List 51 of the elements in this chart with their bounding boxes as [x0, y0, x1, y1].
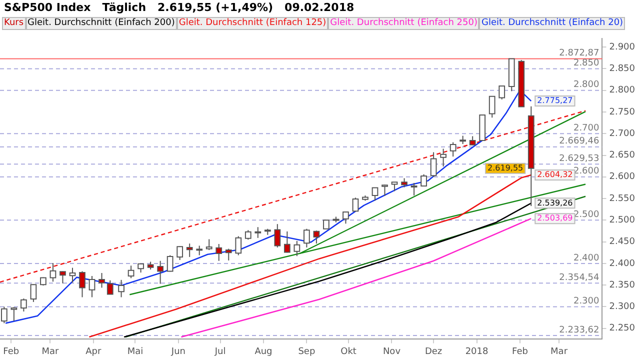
- y-tick-label: 2.700: [609, 128, 636, 139]
- ref-line-label: 2.500: [573, 210, 600, 220]
- y-tick-label: 2.900: [609, 42, 636, 52]
- ref-line-label: 2.700: [573, 123, 600, 134]
- x-tick-label: Aug: [254, 346, 272, 357]
- x-tick-label: Sep: [298, 346, 316, 357]
- x-tick-label: Feb: [3, 346, 20, 357]
- x-tick-label: Dez: [424, 346, 442, 357]
- x-tick-label: Mai: [127, 346, 144, 357]
- y-tick-label: 2.350: [609, 280, 636, 290]
- y-tick-label: 2.250: [609, 324, 636, 334]
- text: Gleit. Durchschnitt (Einfach 20): [479, 17, 626, 30]
- y-tick-label: 2.300: [609, 302, 636, 312]
- x-tick-label: Nov: [382, 346, 402, 357]
- ref-line-label: 2.233,62: [559, 325, 600, 336]
- x-tick-label: Mar: [550, 346, 568, 357]
- y-tick-label: 2.800: [609, 86, 636, 96]
- y-tick-label: 2.550: [609, 194, 636, 204]
- ref-line-label: 2.354,54: [559, 272, 600, 283]
- text: Kurs: [2, 17, 26, 30]
- text: Gleit. Durchschnitt (Einfach 125): [176, 17, 328, 30]
- y-tick-label: 2.400: [609, 258, 636, 269]
- x-tick-label: Okt: [340, 346, 357, 357]
- ref-line-label: 2.850: [573, 58, 600, 69]
- ref-line-label: 2.300: [573, 296, 600, 307]
- ref-line-label: 2.400: [573, 253, 600, 264]
- data-label: 2.775,27: [537, 96, 573, 106]
- x-tick-label: 2018: [465, 346, 488, 357]
- text: Gleit. Durchschnitt (Einfach 200): [26, 17, 177, 30]
- ref-line-label: 2.600: [573, 166, 600, 177]
- text: Gleit. Durchschnitt (Einfach 250): [328, 17, 480, 30]
- x-tick-label: Mar: [42, 346, 59, 357]
- data-label: 2.604,32: [537, 170, 573, 180]
- y-tick-label: 2.750: [609, 107, 636, 118]
- x-tick-label: Jul: [214, 346, 226, 357]
- ref-line-label: 2.669,46: [559, 136, 600, 147]
- data-label: 2.503,69: [537, 214, 573, 223]
- ref-line-label: 2.629,53: [559, 154, 600, 164]
- ref-line-label: 2.800: [573, 80, 600, 90]
- y-tick-label: 2.850: [609, 64, 636, 74]
- y-tick-label: 2.500: [609, 216, 636, 226]
- x-tick-label: Apr: [86, 346, 102, 357]
- y-tick-label: 2.650: [609, 150, 636, 161]
- data-label: 2.539,26: [537, 198, 573, 208]
- x-tick-label: Jun: [170, 346, 186, 357]
- ref-line-label: 2.872,87: [559, 48, 600, 59]
- chart-title: S&P500 Index Täglich 2.619,55 (+1,49%) 09.02.2018: [3, 0, 356, 16]
- x-tick-label: Feb: [512, 346, 528, 357]
- y-tick-label: 2.600: [609, 172, 636, 182]
- y-tick-label: 2.450: [609, 237, 636, 248]
- annotation: 2.619,55: [488, 164, 524, 173]
